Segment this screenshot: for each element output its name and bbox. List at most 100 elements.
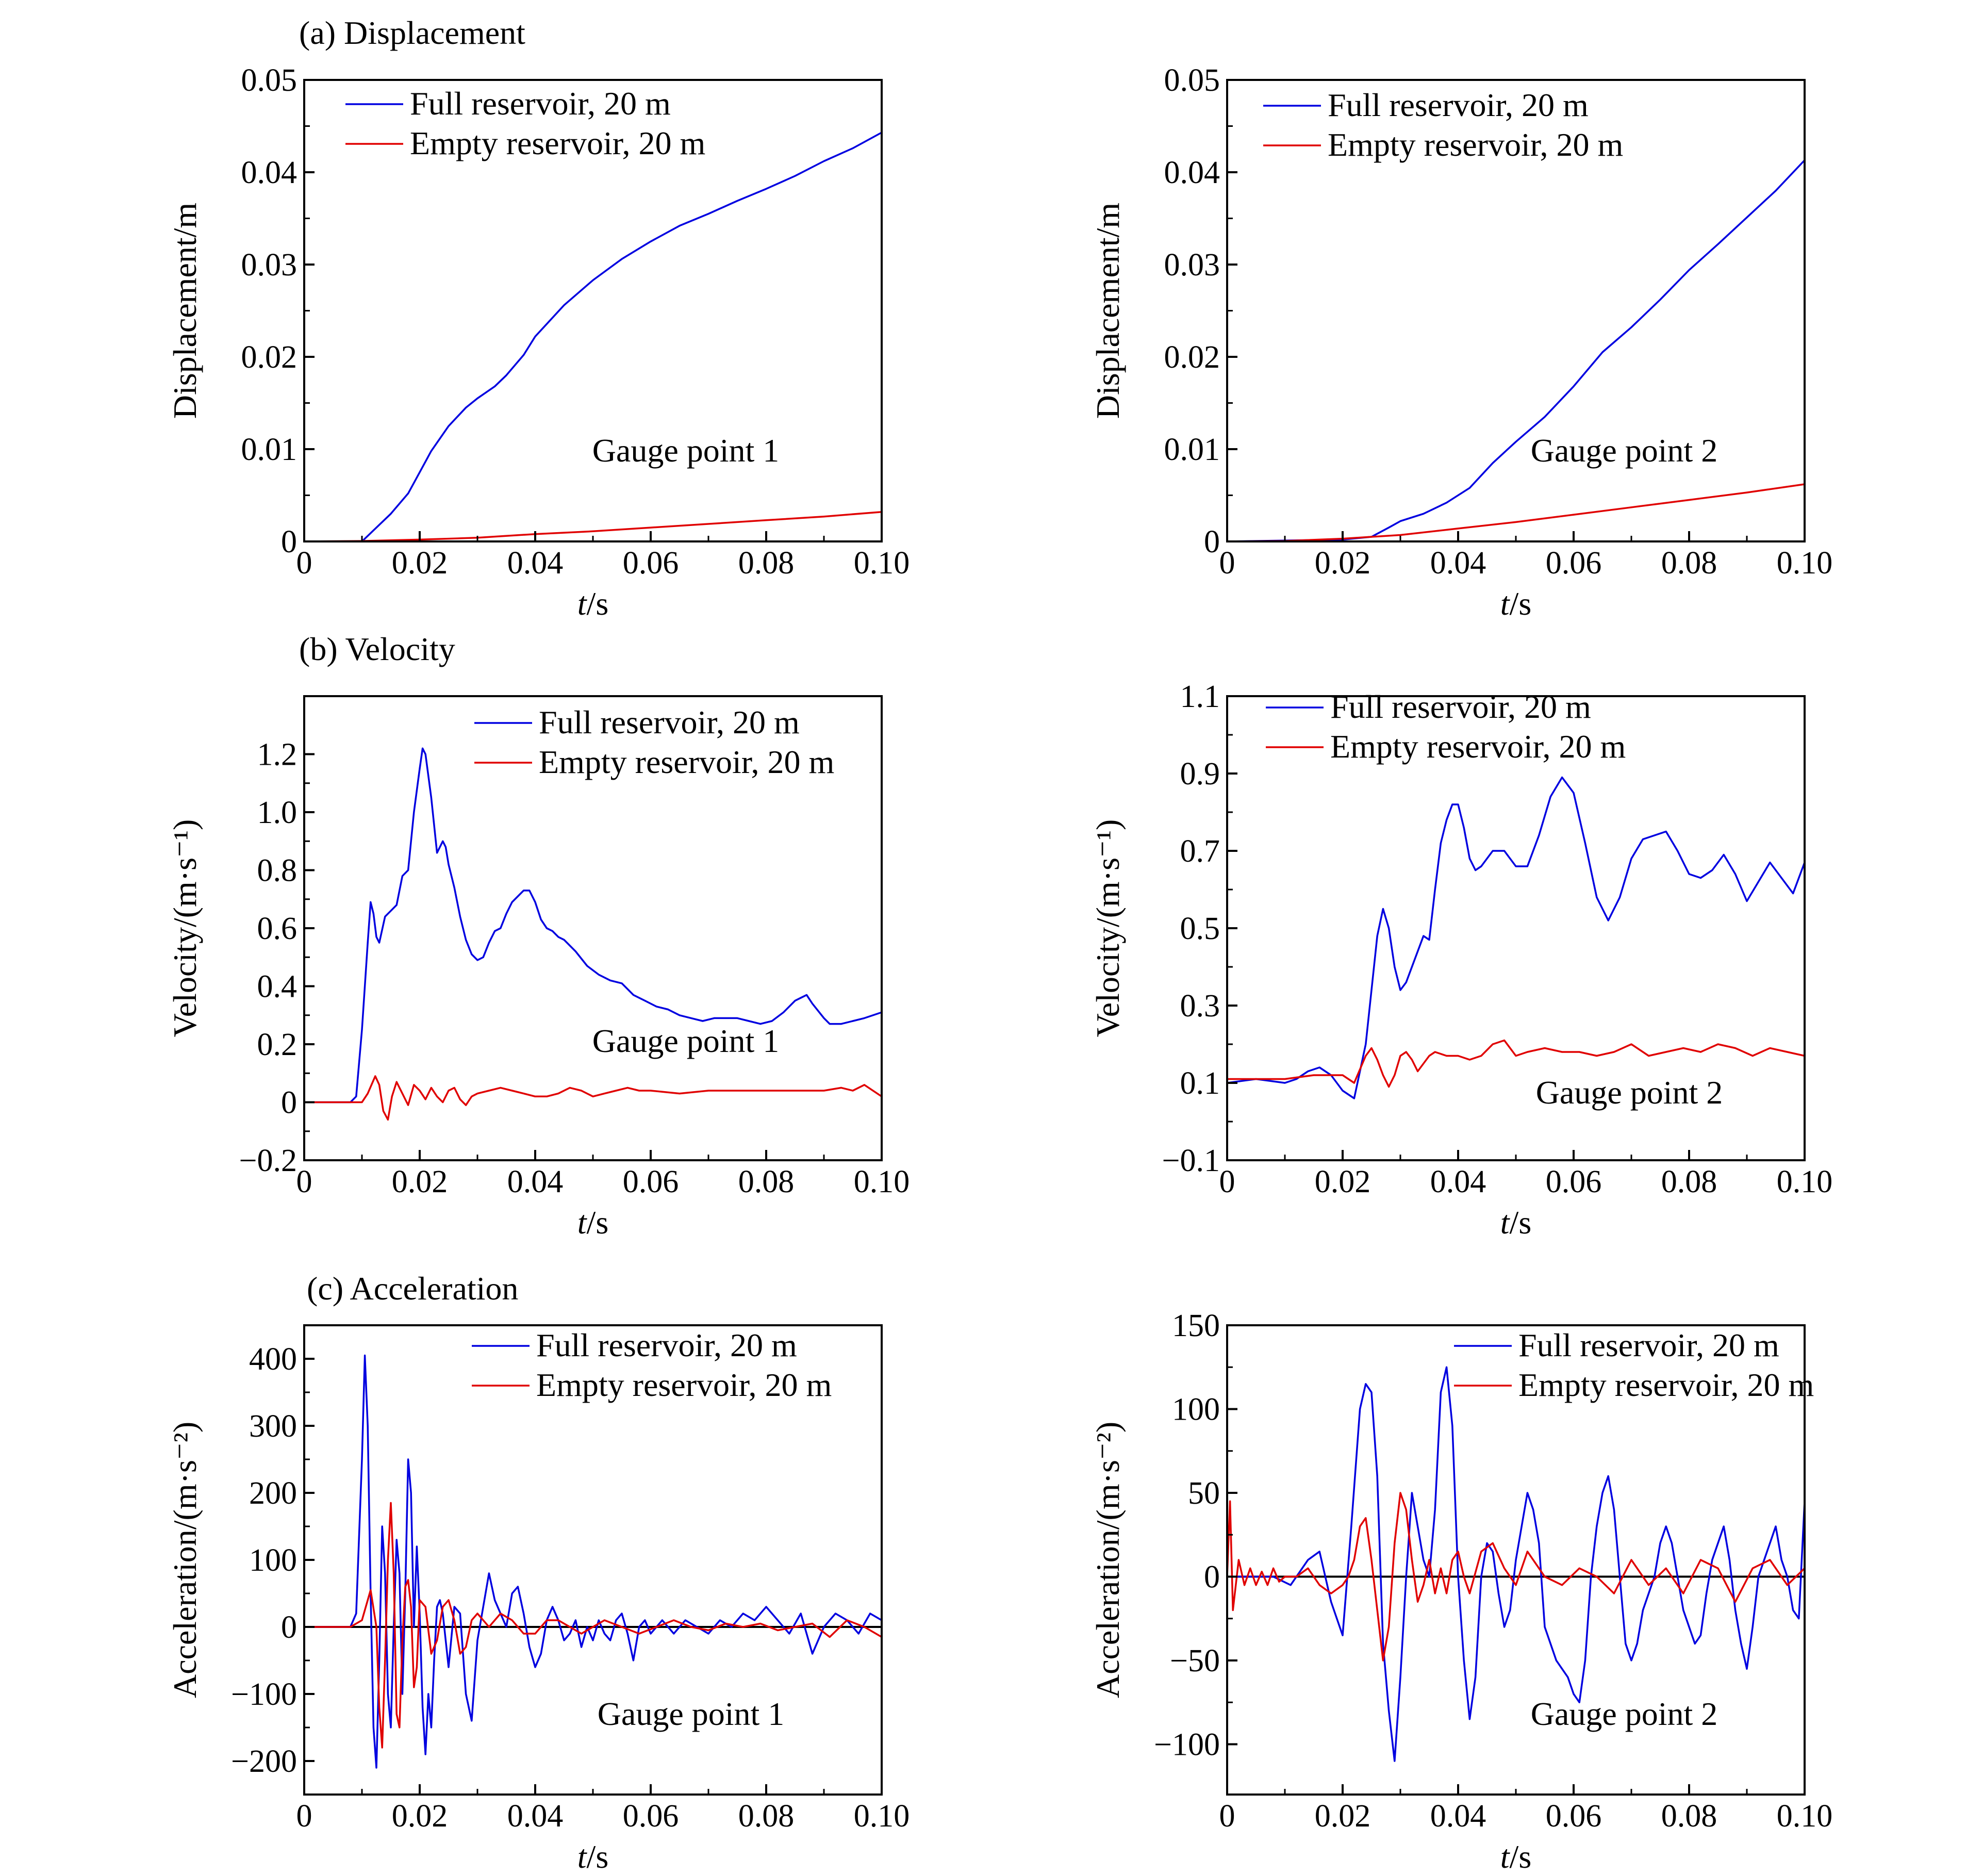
x-tick-label: 0.06 (1546, 1164, 1602, 1199)
x-axis-label-unit: /s (1510, 1838, 1532, 1875)
y-tick-label: −50 (1170, 1643, 1220, 1678)
x-tick-label: 0.02 (1315, 546, 1371, 581)
legend-label-empty-reservoir: Empty reservoir, 20 m (1330, 728, 1626, 765)
series-line-empty-reservoir (1226, 1039, 1806, 1088)
chart-acceleration-gauge-2: 0 0.02 0.04 0.06 0.08 0.10 −100 −50 0 50 100 150 t/s… (1089, 1308, 1832, 1875)
y-tick-label: 0.02 (241, 340, 298, 375)
chart-title: (c) Acceleration (307, 1270, 518, 1307)
y-tick-label: 0 (281, 524, 297, 559)
x-axis-label-variable: t (577, 1838, 588, 1875)
x-axis-label-unit: /s (1510, 1204, 1532, 1241)
y-tick-label: 100 (249, 1543, 297, 1578)
x-axis-label-variable: t (1500, 1204, 1511, 1241)
legend-label-full-reservoir: Full reservoir, 20 m (539, 704, 800, 740)
y-tick-label: 1.2 (257, 737, 298, 772)
y-tick-label: 1.0 (257, 795, 298, 830)
y-tick-label: −100 (1154, 1727, 1220, 1763)
y-tick-label: 100 (1172, 1392, 1220, 1427)
x-tick-label: 0.10 (854, 546, 910, 581)
x-tick-label: 0.04 (1430, 1164, 1486, 1199)
y-tick-label: 0.6 (257, 911, 298, 946)
y-tick-label: 0.3 (1180, 989, 1220, 1024)
y-tick-label: −200 (231, 1744, 297, 1779)
y-tick-label: 1.1 (1180, 679, 1220, 714)
x-tick-label: 0.08 (1661, 546, 1717, 581)
y-tick-label: 200 (249, 1476, 297, 1511)
x-tick-label: 0.02 (392, 546, 448, 581)
y-tick-label: 0 (1204, 524, 1220, 559)
y-tick-label: 0.01 (1164, 432, 1220, 467)
x-tick-label: 0.06 (623, 1799, 679, 1834)
x-tick-label: 0.02 (1315, 1164, 1371, 1199)
y-tick-label: 0.03 (241, 248, 298, 283)
legend-label-full-reservoir: Full reservoir, 20 m (536, 1327, 797, 1363)
series-line-full-reservoir (303, 131, 883, 542)
y-tick-label: −0.1 (1162, 1143, 1220, 1178)
y-tick-label: 0 (1204, 1560, 1220, 1595)
x-tick-label: 0 (296, 1164, 312, 1199)
x-tick-label: 0.08 (738, 1164, 795, 1199)
x-axis-label: t/s (577, 585, 608, 622)
chart-acceleration-gauge-1: (c) Acceleration 0 0.02 0.04 0.06 0.08 0.10 −20… (167, 1270, 910, 1875)
legend-label-empty-reservoir: Empty reservoir, 20 m (1518, 1367, 1814, 1403)
x-axis-label-unit: /s (587, 585, 609, 622)
y-tick-label: −0.2 (239, 1143, 297, 1178)
y-tick-label: 0.2 (257, 1027, 298, 1062)
series-line-full-reservoir (303, 747, 883, 1104)
y-tick-label: −100 (231, 1677, 297, 1712)
x-tick-label: 0.02 (1315, 1799, 1371, 1834)
gauge-point-annotation: Gauge point 2 (1536, 1074, 1723, 1111)
x-tick-label: 0.02 (392, 1799, 448, 1834)
series-line-empty-reservoir (303, 1502, 883, 1749)
y-tick-label: 50 (1188, 1476, 1220, 1511)
x-axis-label-unit: /s (587, 1204, 609, 1241)
y-tick-label: 150 (1172, 1308, 1220, 1343)
x-tick-label: 0.06 (623, 546, 679, 581)
x-tick-label: 0.04 (507, 546, 564, 581)
x-tick-label: 0 (1219, 1164, 1235, 1199)
y-tick-label: 0.03 (1164, 248, 1220, 283)
x-tick-label: 0.10 (1777, 1164, 1833, 1199)
y-tick-label: 400 (249, 1342, 297, 1377)
gauge-point-annotation: Gauge point 1 (592, 432, 780, 469)
series-line-empty-reservoir (303, 511, 883, 542)
x-axis-label-unit: /s (1510, 585, 1532, 622)
y-axis-label: Acceleration/(m·s⁻²) (1089, 1422, 1126, 1698)
y-tick-label: 0.4 (257, 969, 298, 1005)
x-axis-label-variable: t (577, 1204, 588, 1241)
x-tick-label: 0.08 (738, 546, 795, 581)
legend-label-full-reservoir: Full reservoir, 20 m (1518, 1327, 1779, 1363)
x-tick-label: 0 (1219, 546, 1235, 581)
x-axis-label-variable: t (1500, 585, 1511, 622)
y-tick-label: 0.9 (1180, 756, 1220, 792)
series-line-empty-reservoir (1226, 1492, 1806, 1661)
y-tick-label: 300 (249, 1409, 297, 1444)
series-line-full-reservoir (1226, 776, 1806, 1099)
y-axis-label: Velocity/(m·s⁻¹) (1089, 819, 1126, 1038)
x-tick-label: 0.10 (1777, 546, 1833, 581)
x-tick-label: 0.10 (854, 1799, 910, 1834)
x-tick-label: 0.06 (1546, 546, 1602, 581)
legend-label-full-reservoir: Full reservoir, 20 m (1330, 688, 1591, 725)
x-tick-label: 0.04 (1430, 546, 1486, 581)
x-tick-label: 0.08 (1661, 1164, 1717, 1199)
x-axis-label-unit: /s (587, 1838, 609, 1875)
gauge-point-annotation: Gauge point 2 (1531, 432, 1718, 469)
x-tick-label: 0.04 (507, 1164, 564, 1199)
x-tick-label: 0.04 (507, 1799, 564, 1834)
chart-title: (b) Velocity (299, 631, 455, 667)
x-tick-label: 0 (296, 1799, 312, 1834)
gauge-point-annotation: Gauge point 1 (598, 1696, 785, 1732)
x-tick-label: 0.06 (623, 1164, 679, 1199)
series-line-full-reservoir (1226, 1366, 1806, 1762)
gauge-point-annotation: Gauge point 1 (592, 1023, 780, 1059)
x-axis-label: t/s (577, 1838, 608, 1875)
legend-label-full-reservoir: Full reservoir, 20 m (1328, 87, 1589, 123)
y-tick-label: 0.04 (241, 155, 298, 190)
y-tick-label: 0.8 (257, 853, 298, 888)
y-tick-label: 0.05 (1164, 63, 1220, 98)
legend-label-full-reservoir: Full reservoir, 20 m (410, 85, 671, 122)
x-axis-label-variable: t (1500, 1838, 1511, 1875)
y-tick-label: 0.01 (241, 432, 298, 467)
